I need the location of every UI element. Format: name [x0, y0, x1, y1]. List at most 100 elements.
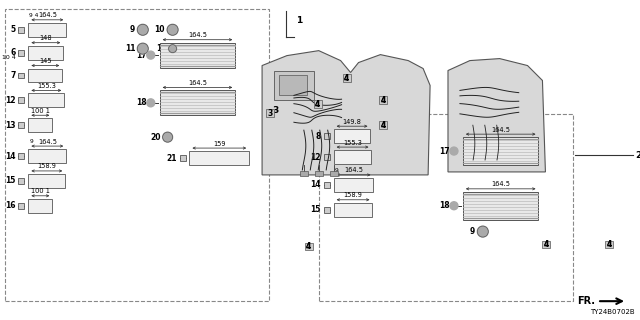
Circle shape: [138, 24, 148, 35]
Bar: [319, 114, 573, 301]
Bar: [19, 203, 24, 209]
Text: 7: 7: [10, 71, 15, 80]
Text: 164.5: 164.5: [344, 167, 363, 173]
Bar: [324, 182, 330, 188]
Bar: [324, 207, 330, 213]
Bar: [28, 174, 65, 188]
Bar: [380, 121, 387, 129]
Bar: [333, 150, 371, 164]
Text: 164.5: 164.5: [188, 32, 207, 38]
Bar: [274, 70, 314, 100]
Circle shape: [450, 147, 458, 155]
Bar: [189, 151, 249, 165]
Text: 4: 4: [544, 240, 549, 249]
Bar: [159, 91, 236, 115]
Text: 149.8: 149.8: [342, 119, 362, 125]
Text: TY24B0702B: TY24B0702B: [590, 309, 635, 315]
Bar: [333, 203, 372, 217]
Text: 4: 4: [381, 96, 386, 105]
Text: 11: 11: [125, 44, 135, 53]
Text: 4: 4: [315, 100, 321, 109]
Text: 4: 4: [344, 74, 349, 83]
Bar: [19, 73, 24, 78]
Text: 145: 145: [39, 58, 52, 64]
Text: FR.: FR.: [577, 296, 595, 306]
Text: 15: 15: [310, 205, 321, 214]
Circle shape: [163, 132, 173, 142]
Circle shape: [138, 43, 148, 54]
Text: 4: 4: [306, 242, 312, 251]
Text: 155.3: 155.3: [37, 83, 56, 89]
Bar: [315, 171, 323, 176]
Text: 16: 16: [5, 201, 15, 210]
Text: 100 1: 100 1: [31, 188, 50, 194]
Bar: [266, 109, 274, 117]
Text: 10: 10: [155, 25, 165, 34]
Text: 4: 4: [381, 121, 386, 130]
Text: 9: 9: [29, 139, 33, 144]
Bar: [324, 154, 330, 160]
Text: 18: 18: [136, 98, 147, 107]
Text: 15: 15: [5, 176, 15, 185]
Bar: [19, 122, 24, 128]
Bar: [28, 149, 66, 163]
Bar: [28, 23, 66, 37]
Text: 9: 9: [335, 168, 339, 173]
Text: 18: 18: [439, 201, 450, 210]
Circle shape: [147, 51, 155, 59]
Text: 164.5: 164.5: [38, 139, 57, 145]
Text: 8: 8: [316, 132, 321, 140]
Bar: [463, 192, 538, 220]
Text: 5: 5: [10, 25, 15, 34]
Bar: [333, 178, 373, 192]
Text: 17: 17: [439, 147, 450, 156]
Bar: [19, 178, 24, 184]
Text: 9: 9: [470, 227, 476, 236]
Bar: [28, 93, 64, 107]
Circle shape: [147, 99, 155, 107]
Bar: [28, 118, 52, 132]
Text: 3: 3: [272, 106, 278, 115]
Circle shape: [168, 45, 177, 52]
Bar: [159, 43, 236, 68]
Text: 20: 20: [150, 132, 161, 142]
Text: 164.5: 164.5: [38, 12, 57, 18]
Text: 14: 14: [5, 152, 15, 161]
Text: 158.9: 158.9: [344, 192, 362, 198]
Text: 14: 14: [310, 180, 321, 189]
Text: 4: 4: [607, 240, 612, 249]
Text: 12: 12: [310, 153, 321, 162]
Text: 4: 4: [306, 242, 312, 251]
Text: 12: 12: [5, 96, 15, 105]
Text: 6: 6: [10, 48, 15, 57]
Text: 2: 2: [635, 150, 640, 160]
Text: 4: 4: [381, 121, 386, 130]
Text: 21: 21: [166, 154, 177, 163]
Text: 13: 13: [5, 121, 15, 130]
Text: 1: 1: [296, 16, 302, 25]
Bar: [19, 97, 24, 103]
Circle shape: [477, 226, 488, 237]
Text: 148: 148: [40, 35, 52, 41]
Text: 100 1: 100 1: [31, 108, 50, 114]
Text: 9: 9: [130, 25, 135, 34]
Bar: [324, 133, 330, 139]
Bar: [19, 153, 24, 159]
Text: 4: 4: [544, 240, 549, 249]
Polygon shape: [262, 51, 430, 175]
Text: 19: 19: [156, 44, 166, 53]
Bar: [180, 155, 186, 161]
Text: 164.5: 164.5: [491, 181, 510, 187]
Text: 159: 159: [213, 140, 225, 147]
Bar: [28, 46, 63, 60]
Bar: [463, 137, 538, 165]
Text: 3: 3: [268, 109, 273, 118]
Text: 10 4: 10 4: [2, 55, 15, 60]
Bar: [314, 100, 322, 108]
Bar: [279, 76, 307, 95]
Text: 164.5: 164.5: [188, 80, 207, 86]
Text: 4: 4: [344, 74, 349, 83]
Circle shape: [167, 24, 178, 35]
Text: 4: 4: [607, 240, 612, 249]
Polygon shape: [448, 59, 545, 172]
